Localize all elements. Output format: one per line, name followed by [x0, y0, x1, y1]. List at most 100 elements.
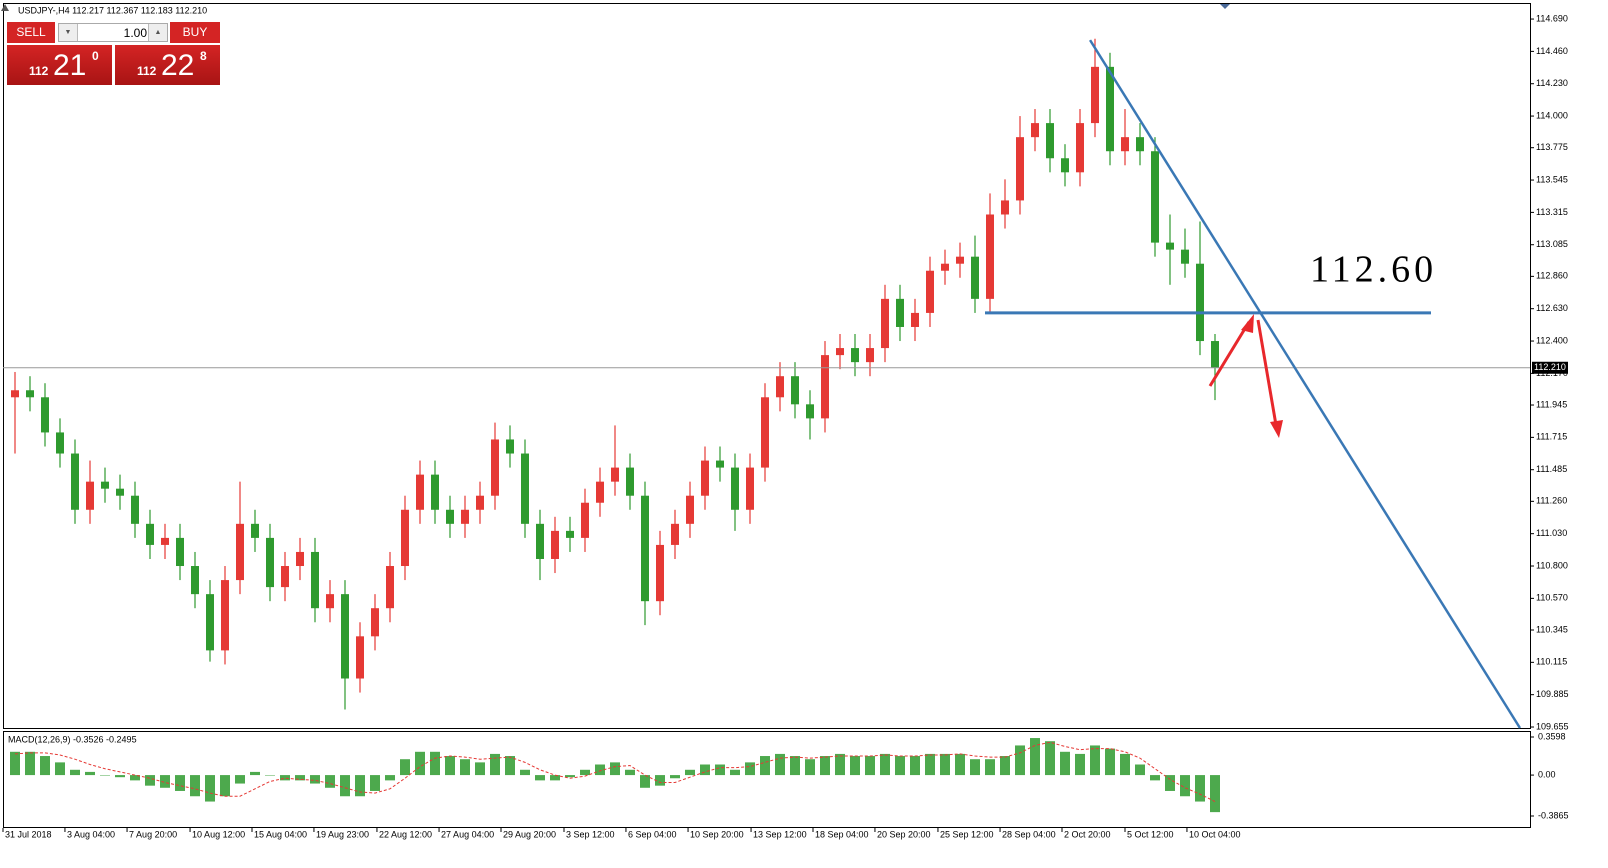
macd-bar: [25, 751, 35, 776]
bid-main: 21: [53, 49, 87, 82]
candle-body: [986, 214, 994, 299]
macd-bar: [265, 775, 275, 776]
candle-body: [446, 509, 454, 524]
macd-bar: [1195, 775, 1205, 802]
macd-bar: [415, 751, 425, 776]
macd-bar: [10, 751, 20, 776]
macd-bar: [1105, 748, 1115, 776]
lot-value: 1.00: [123, 26, 147, 40]
lot-input[interactable]: ▼ 1.00 ▲: [58, 23, 168, 42]
macd-bar: [775, 753, 785, 776]
macd-bar: [205, 775, 215, 802]
macd-bar: [190, 775, 200, 797]
candle-body: [956, 256, 964, 264]
price-panel-frame: [3, 3, 1531, 729]
candle-body: [1016, 137, 1024, 201]
macd-bar: [745, 762, 755, 776]
arrow-down: [1256, 319, 1278, 426]
candle-body: [101, 481, 109, 489]
candle-body: [536, 523, 544, 559]
ask-sup: 8: [200, 49, 207, 63]
macd-bar: [1150, 775, 1160, 781]
trade-panel: SELL ▼ 1.00 ▲ BUY 112 21 0 112 22 8: [7, 22, 220, 85]
y-tick-label: 113.545: [1536, 174, 1568, 184]
macd-bar: [310, 775, 320, 784]
candle-body: [1151, 151, 1159, 243]
candle-body: [551, 530, 559, 559]
lot-down[interactable]: ▼: [59, 24, 78, 41]
candle-body: [56, 432, 64, 454]
candle-body: [1211, 341, 1219, 368]
candle-body: [191, 566, 199, 595]
candle-body: [11, 390, 19, 398]
candle-body: [941, 263, 949, 271]
candle-body: [431, 474, 439, 510]
x-tick-label: 2 Oct 20:00: [1064, 829, 1111, 839]
x-tick-label: 5 Oct 12:00: [1127, 829, 1174, 839]
candle-body: [866, 348, 874, 363]
x-tick-label: 18 Sep 04:00: [815, 829, 869, 839]
candle-body: [491, 439, 499, 496]
macd-bar: [655, 775, 665, 786]
macd-bar: [40, 756, 50, 776]
buy-button[interactable]: BUY: [170, 22, 220, 43]
y-tick-label: 111.485: [1536, 464, 1567, 474]
candle-body: [236, 523, 244, 581]
candle-body: [581, 502, 589, 538]
macd-bar: [565, 775, 575, 778]
candle-body: [206, 594, 214, 651]
y-tick-label: 0.00: [1538, 769, 1556, 779]
candle-body: [731, 467, 739, 510]
macd-bar: [985, 759, 995, 776]
candle-body: [311, 551, 319, 609]
candle-body: [41, 397, 49, 433]
macd-bar: [1210, 775, 1220, 813]
candle-body: [791, 376, 799, 405]
x-tick-label: 25 Sep 12:00: [940, 829, 994, 839]
macd-bar: [220, 775, 230, 797]
candle-body: [401, 509, 409, 567]
macd-bar: [955, 753, 965, 776]
y-tick-label: -0.3865: [1538, 810, 1569, 820]
x-tick-label: 29 Aug 20:00: [503, 829, 556, 839]
macd-bar: [880, 753, 890, 776]
candle-body: [1196, 263, 1204, 342]
macd-bar: [925, 753, 935, 776]
x-tick-label: 20 Sep 20:00: [877, 829, 931, 839]
macd-bar: [460, 759, 470, 776]
y-tick-label: 112.860: [1536, 271, 1568, 281]
macd-bar: [1045, 741, 1055, 776]
x-tick-label: 22 Aug 12:00: [379, 829, 432, 839]
arrow-up: [1208, 321, 1251, 387]
candle-body: [371, 608, 379, 637]
macd-bar: [715, 764, 725, 776]
ask-big: 112: [137, 64, 157, 78]
candle-body: [221, 580, 229, 651]
macd-bar: [805, 759, 815, 776]
lot-up[interactable]: ▲: [148, 24, 167, 41]
candle-body: [251, 523, 259, 538]
sell-button[interactable]: SELL: [7, 22, 55, 43]
macd-bar: [1135, 764, 1145, 776]
macd-bar: [490, 753, 500, 776]
candle-body: [296, 551, 304, 567]
macd-bar: [250, 771, 260, 776]
candle-body: [911, 312, 919, 327]
candle-body: [1076, 123, 1084, 173]
candle-body: [341, 594, 349, 679]
ask-quote[interactable]: 112 22 8: [115, 45, 220, 85]
x-tick-label: 31 Jul 2018: [5, 829, 52, 839]
bid-quote[interactable]: 112 21 0: [7, 45, 112, 85]
x-tick-label: 10 Aug 12:00: [192, 829, 245, 839]
candle-body: [566, 530, 574, 538]
macd-bar: [115, 775, 125, 778]
candle-body: [461, 509, 469, 524]
macd-bar: [1075, 753, 1085, 776]
arrow-up-head: [1241, 314, 1254, 333]
macd-bar: [385, 775, 395, 781]
shift-marker: [1220, 4, 1230, 9]
candle-body: [521, 453, 529, 524]
candle-body: [416, 474, 424, 510]
